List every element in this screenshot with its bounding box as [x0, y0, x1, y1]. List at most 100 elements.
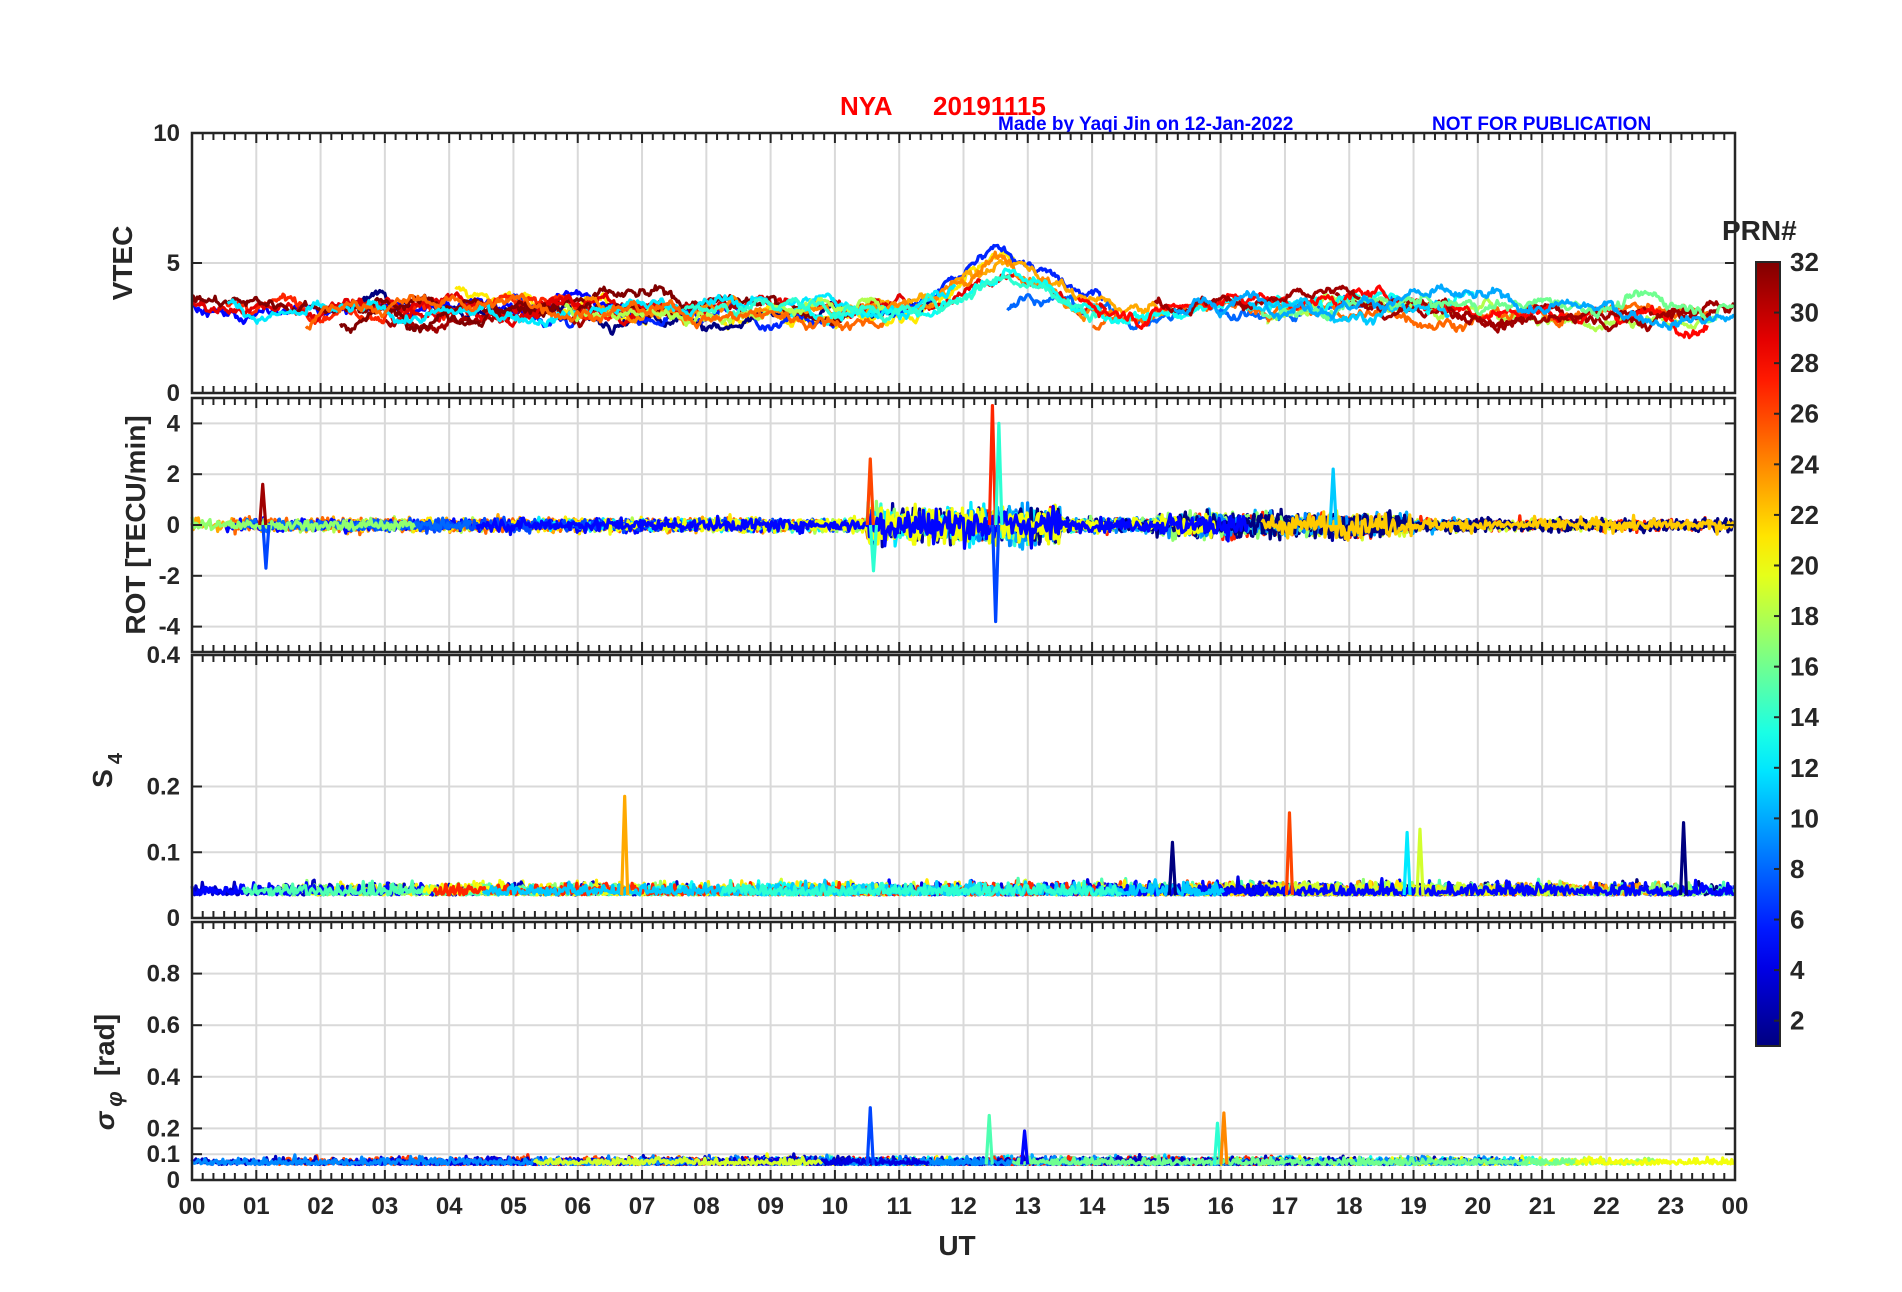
colorbar-tick-label: 30 [1790, 298, 1819, 328]
colorbar-tick-label: 6 [1790, 905, 1804, 935]
y-tick-label: 0 [167, 1167, 180, 1194]
x-tick-label: 23 [1657, 1193, 1684, 1220]
y-tick-label: 2 [167, 461, 180, 488]
colorbar-tick-label: 16 [1790, 652, 1819, 682]
spike-mark [620, 794, 630, 896]
spike-mark [984, 1113, 994, 1165]
x-tick-label: 07 [629, 1193, 656, 1220]
spike-mark [1167, 840, 1178, 896]
x-tick-label: 02 [307, 1193, 334, 1220]
trace-prn-12 [226, 283, 957, 328]
x-tick-label: 08 [693, 1193, 720, 1220]
y-tick-label: 4 [167, 410, 181, 437]
y-axis-label: S [87, 769, 118, 788]
x-tick-label: 14 [1079, 1193, 1106, 1220]
trace-prn-17 [190, 516, 416, 534]
x-tick-label: 03 [372, 1193, 399, 1220]
x-tick-label: 19 [1400, 1193, 1427, 1220]
y-tick-label: 0.1 [147, 1141, 180, 1168]
y-tick-label: 0 [167, 380, 180, 407]
trace-prn-22 [1260, 510, 1735, 542]
traces-sigphi [190, 1106, 1736, 1167]
colorbar-tick-label: 28 [1790, 348, 1819, 378]
colorbar-tick-label: 4 [1790, 955, 1805, 985]
x-tick-label: 13 [1014, 1193, 1041, 1220]
spike-mark [865, 1106, 875, 1165]
x-tick-label: 04 [436, 1193, 463, 1220]
trace-prn-19 [532, 1155, 824, 1167]
colorbar-tick-label: 26 [1790, 399, 1819, 429]
spike-mark [261, 524, 271, 570]
y-tick-label: -2 [159, 563, 180, 590]
trace-prn-18 [563, 296, 885, 327]
y-tick-label: 0.4 [147, 642, 181, 669]
trace-prn-16 [1011, 1154, 1576, 1167]
spike-mark [1219, 1111, 1229, 1165]
traces-s4 [190, 794, 1736, 897]
y-axis-label: σ [89, 1110, 120, 1130]
colorbar-tick-label: 8 [1790, 854, 1804, 884]
trace-prn-5 [475, 504, 1249, 550]
colorbar-tick-label: 12 [1790, 753, 1819, 783]
spike-mark [1415, 827, 1425, 896]
spike-mark [1402, 830, 1412, 896]
colorbar-title: PRN# [1722, 215, 1797, 246]
x-tick-label: 16 [1207, 1193, 1234, 1220]
spike-mark [1019, 1129, 1030, 1165]
panel-s4: 0 0.1 0.2 0.4 S 4 [87, 642, 1737, 932]
trace-prn-14 [719, 878, 1123, 897]
x-tick-label: 00 [179, 1193, 206, 1220]
x-tick-label: 06 [564, 1193, 591, 1220]
trace-prn-11 [1247, 297, 1451, 326]
x-tick-label: 15 [1143, 1193, 1170, 1220]
x-tick-label: 09 [757, 1193, 784, 1220]
x-tick-label: 11 [887, 1193, 912, 1220]
colorbar-tick-label: 22 [1790, 500, 1819, 530]
x-tick-label: 21 [1529, 1193, 1556, 1220]
trace-prn-23 [831, 259, 1165, 319]
y-tick-label: 0.2 [147, 774, 180, 801]
spike-mark [1212, 1121, 1223, 1165]
spike-mark [258, 482, 268, 526]
credit-text: Made by Yaqi Jin on 12-Jan-2022 [998, 114, 1293, 135]
y-tick-label: -4 [159, 614, 181, 641]
colorbar-tick-label: 2 [1790, 1006, 1804, 1036]
spike-mark [868, 524, 879, 573]
y-axis-label-unit: [rad] [89, 1014, 120, 1076]
y-tick-label: 10 [153, 120, 180, 147]
spike-mark [1284, 811, 1295, 896]
x-axis-label: UT [938, 1230, 975, 1261]
y-tick-label: 5 [167, 250, 180, 277]
x-tick-label: 10 [822, 1193, 849, 1220]
spike-mark [987, 404, 998, 526]
x-tick-label: 12 [950, 1193, 977, 1220]
x-tick-label: 22 [1593, 1193, 1620, 1220]
trace-prn-25 [304, 292, 885, 332]
colorbar-tick-label: 24 [1790, 449, 1819, 479]
trace-prn-14 [683, 274, 1098, 324]
spike-mark [865, 457, 875, 526]
traces-vtec [191, 243, 1736, 340]
spike-mark [991, 524, 1001, 624]
x-tick-label: 20 [1464, 1193, 1491, 1220]
y-tick-label: 0.8 [147, 961, 180, 988]
colorbar-tick-label: 10 [1790, 803, 1819, 833]
traces-rot [190, 404, 1736, 624]
panel-vtec: 0 5 10 VTEC [107, 120, 1737, 407]
x-tick-label: 01 [243, 1193, 270, 1220]
y-tick-label: 0.4 [147, 1064, 181, 1091]
spike-mark [994, 421, 1004, 526]
y-axis-label: VTEC [107, 226, 138, 301]
notice-text: NOT FOR PUBLICATION [1432, 114, 1651, 135]
y-tick-label: 0 [167, 512, 180, 539]
y-axis-label-sub: φ [102, 1091, 127, 1106]
y-tick-label: 0.2 [147, 1115, 180, 1142]
title-station: NYA [840, 91, 893, 121]
panel-sigphi: 00.10.2 0.4 0.6 0.8 σφ [rad] 00 01 02 03 04 05 06 07 0… [89, 920, 1749, 1220]
x-tick-label: 00 [1722, 1193, 1749, 1220]
x-tick-label: 18 [1336, 1193, 1363, 1220]
panel-rot: -4 -2 0 2 4 ROT [TECU/min] [120, 396, 1737, 654]
